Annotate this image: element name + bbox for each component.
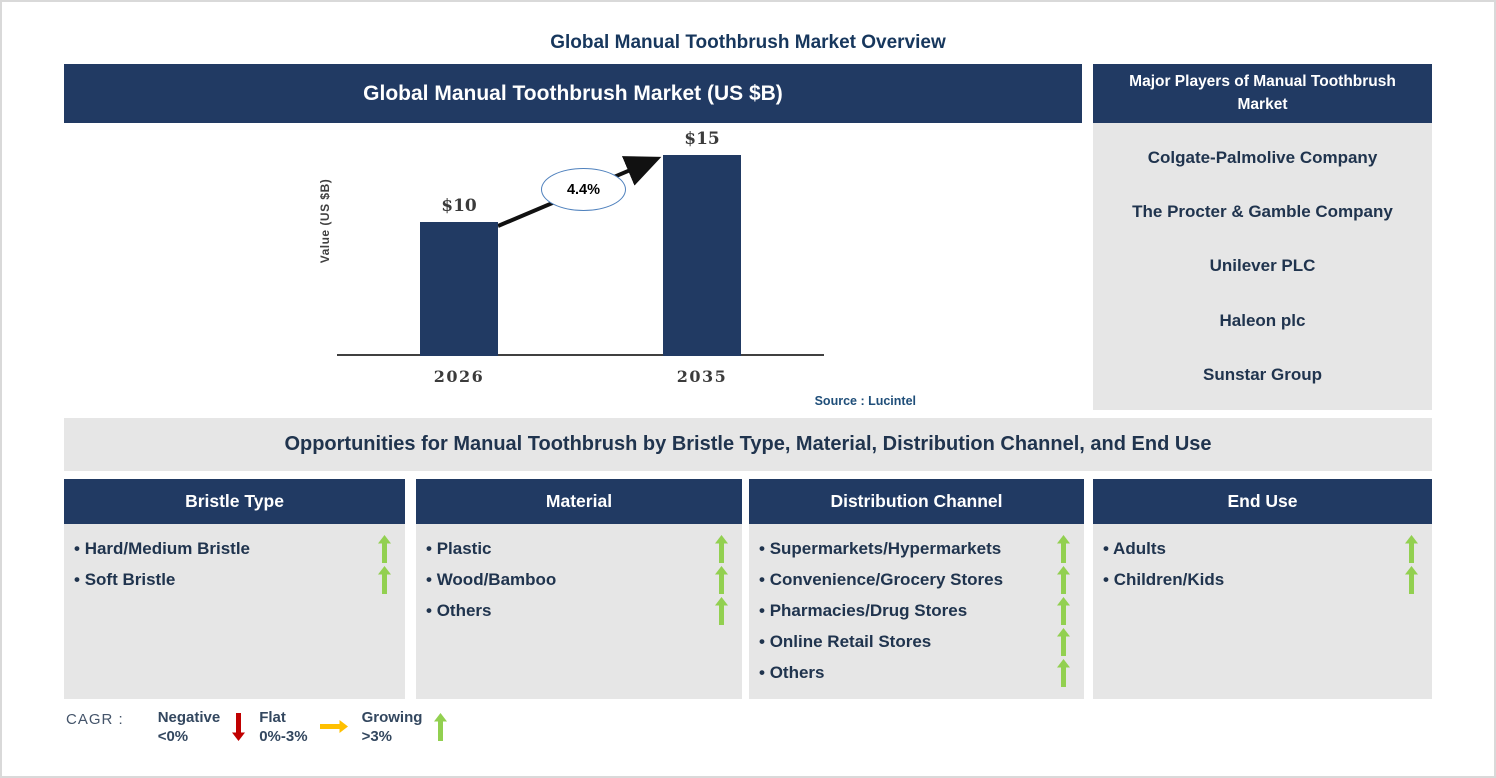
trend-up-icon bbox=[378, 534, 391, 563]
trend-up-icon bbox=[1405, 534, 1418, 563]
company-item: Colgate-Palmolive Company bbox=[1147, 148, 1378, 168]
trend-up-icon bbox=[1057, 627, 1070, 656]
opportunity-item: Others bbox=[759, 657, 1070, 688]
opportunity-item: Adults bbox=[1103, 533, 1418, 564]
opportunity-column-material: Material Plastic Wood/Bamboo Others bbox=[416, 479, 742, 699]
legend-item-text: Flat 0%-3% bbox=[259, 708, 307, 746]
legend-item-range: <0% bbox=[157, 728, 189, 745]
y-axis-label: Value (US $B) bbox=[318, 178, 332, 264]
column-title: Material bbox=[545, 491, 613, 511]
opportunity-item-label: Online Retail Stores bbox=[759, 632, 932, 652]
opportunity-item-label: Wood/Bamboo bbox=[426, 570, 557, 590]
column-title: End Use bbox=[1227, 491, 1298, 511]
page-title: Global Manual Toothbrush Market Overview bbox=[550, 32, 946, 53]
chart-panel-title: Global Manual Toothbrush Market (US $B) bbox=[363, 81, 783, 105]
company-item: Unilever PLC bbox=[1209, 256, 1316, 276]
opportunity-item: Pharmacies/Drug Stores bbox=[759, 595, 1070, 626]
bar-value-label: $10 bbox=[441, 196, 477, 216]
legend-item-range: >3% bbox=[361, 728, 393, 745]
column-body-end-use: Adults Children/Kids bbox=[1093, 524, 1432, 699]
legend-item-negative: Negative <0% bbox=[158, 708, 246, 746]
players-panel-header: Major Players of Manual Toothbrush Marke… bbox=[1093, 64, 1432, 123]
opportunity-item: Plastic bbox=[426, 533, 728, 564]
down-arrow-icon bbox=[232, 713, 246, 746]
opportunity-item-label: Others bbox=[759, 663, 825, 683]
legend-item-label: Flat bbox=[259, 709, 286, 726]
opportunity-item: Online Retail Stores bbox=[759, 626, 1070, 657]
opportunity-item-label: Pharmacies/Drug Stores bbox=[759, 601, 967, 621]
trend-up-icon bbox=[715, 534, 728, 563]
bar-value-label: $15 bbox=[684, 129, 720, 149]
opportunity-item: Wood/Bamboo bbox=[426, 564, 728, 595]
column-body-material: Plastic Wood/Bamboo Others bbox=[416, 524, 742, 699]
column-body-bristle-type: Hard/Medium Bristle Soft Bristle bbox=[64, 524, 405, 699]
trend-up-icon bbox=[1057, 534, 1070, 563]
opportunity-column-bristle-type: Bristle Type Hard/Medium Bristle Soft Bris… bbox=[64, 479, 405, 699]
opportunity-item: Convenience/Grocery Stores bbox=[759, 564, 1070, 595]
trend-up-icon bbox=[715, 596, 728, 625]
opportunities-banner-text: Opportunities for Manual Toothbrush by B… bbox=[284, 433, 1212, 455]
opportunity-column-end-use: End Use Adults Children/Kids bbox=[1093, 479, 1432, 699]
legend-item-label: Growing bbox=[361, 709, 423, 726]
source-note: Source : Lucintel bbox=[814, 394, 916, 408]
x-axis-line bbox=[337, 354, 824, 356]
opportunity-item-label: Soft Bristle bbox=[74, 570, 176, 590]
opportunity-item: Supermarkets/Hypermarkets bbox=[759, 533, 1070, 564]
right-arrow-icon bbox=[319, 720, 348, 738]
opportunity-column-distribution-channel: Distribution Channel Supermarkets/Hyperma… bbox=[749, 479, 1084, 699]
cagr-legend: CAGR : Negative <0% Flat 0%-3% Growing >3% bbox=[66, 708, 461, 746]
opportunity-item: Soft Bristle bbox=[74, 564, 391, 595]
bar-2026 bbox=[420, 222, 498, 356]
trend-up-icon bbox=[1405, 565, 1418, 594]
cagr-value: 4.4% bbox=[566, 181, 601, 198]
legend-item-label: Negative bbox=[157, 709, 221, 726]
players-panel-title: Major Players of Manual Toothbrush Marke… bbox=[1129, 73, 1396, 113]
opportunity-item-label: Plastic bbox=[426, 539, 492, 559]
players-list: Colgate-Palmolive Company The Procter & G… bbox=[1093, 123, 1432, 410]
trend-up-icon bbox=[715, 565, 728, 594]
x-tick-label: 2035 bbox=[676, 367, 728, 386]
column-title: Bristle Type bbox=[185, 491, 284, 511]
legend-item-flat: Flat 0%-3% bbox=[259, 708, 348, 746]
x-tick-label: 2026 bbox=[433, 367, 485, 386]
cagr-ellipse: 4.4% bbox=[541, 168, 626, 211]
opportunity-item-label: Others bbox=[426, 601, 492, 621]
legend-prefix: CAGR : bbox=[66, 711, 124, 728]
column-header-material: Material bbox=[416, 479, 742, 524]
opportunity-item: Others bbox=[426, 595, 728, 626]
legend-item-growing: Growing >3% bbox=[362, 708, 448, 746]
trend-up-icon bbox=[378, 565, 391, 594]
legend-item-range: 0%-3% bbox=[259, 728, 308, 745]
company-item: The Procter & Gamble Company bbox=[1132, 202, 1393, 222]
trend-up-icon bbox=[1057, 658, 1070, 687]
opportunity-item-label: Supermarkets/Hypermarkets bbox=[759, 539, 1002, 559]
opportunity-item: Children/Kids bbox=[1103, 564, 1418, 595]
opportunity-item: Hard/Medium Bristle bbox=[74, 533, 391, 564]
trend-up-icon bbox=[1057, 565, 1070, 594]
company-item: Haleon plc bbox=[1219, 310, 1306, 330]
legend-item-text: Growing >3% bbox=[362, 708, 423, 746]
bar-2035 bbox=[663, 155, 741, 356]
column-header-distribution-channel: Distribution Channel bbox=[749, 479, 1084, 524]
up-arrow-icon bbox=[434, 713, 448, 746]
opportunities-banner: Opportunities for Manual Toothbrush by B… bbox=[64, 418, 1432, 471]
column-title: Distribution Channel bbox=[830, 491, 1003, 511]
chart-panel-header: Global Manual Toothbrush Market (US $B) bbox=[64, 64, 1082, 123]
opportunity-item-label: Adults bbox=[1103, 539, 1166, 559]
legend-item-text: Negative <0% bbox=[158, 708, 221, 746]
column-header-bristle-type: Bristle Type bbox=[64, 479, 405, 524]
trend-up-icon bbox=[1057, 596, 1070, 625]
company-item: Sunstar Group bbox=[1202, 364, 1322, 384]
column-header-end-use: End Use bbox=[1093, 479, 1432, 524]
opportunity-item-label: Hard/Medium Bristle bbox=[74, 539, 250, 559]
column-body-distribution-channel: Supermarkets/Hypermarkets Convenience/Gro… bbox=[749, 524, 1084, 699]
opportunity-item-label: Convenience/Grocery Stores bbox=[759, 570, 1003, 590]
opportunity-item-label: Children/Kids bbox=[1103, 570, 1225, 590]
